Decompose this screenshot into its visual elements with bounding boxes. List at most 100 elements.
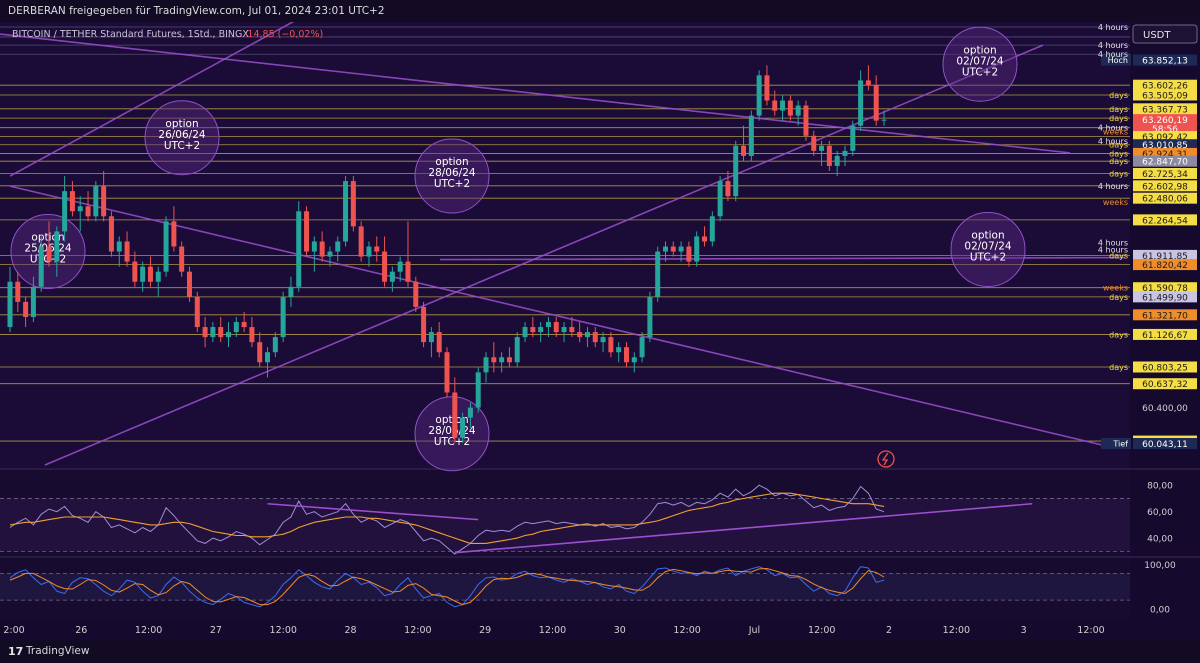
price-label-box [1133,291,1197,303]
level-tag: 4 hours [1098,41,1128,50]
option-label: option [435,156,468,168]
time-tick: 30 [614,625,626,636]
time-tick: 12:00 [404,625,431,636]
price-label-box [1133,309,1197,321]
candle-body [233,322,239,333]
candle-body [725,181,731,197]
candle-body [319,241,325,257]
candle-body [538,327,544,333]
price-label-box [1133,328,1197,340]
candle-body [803,105,809,136]
price-label-box [1133,192,1197,204]
price-label: 61.321,70 [1142,311,1188,321]
extreme-tag-box [1101,54,1131,66]
rsi-pane[interactable] [0,470,1130,556]
candle-body [631,357,637,363]
lightning-icon[interactable] [877,450,895,468]
time-tick: 27 [210,625,222,636]
candle-body [124,241,130,262]
option-label: UTC+2 [962,66,998,78]
candlesticks [7,65,887,443]
option-circle [950,212,1026,288]
price-label-box [1133,155,1197,167]
price-label: 63.852,13 [1142,57,1188,67]
candle-body [296,211,302,287]
candle-body [577,332,583,338]
candle-body [147,266,153,282]
price-label-box [1133,114,1197,135]
candle-body [608,337,614,353]
candle-body [171,221,177,247]
candle-body [772,100,778,111]
option-label: UTC+2 [970,252,1006,264]
level-tag: days [1109,293,1128,302]
candle-body [194,296,200,328]
price-label-box [1133,139,1197,151]
lightning-glyph [881,452,889,466]
candle-body [850,125,856,151]
price-label-box [1133,249,1197,261]
candle-body [561,327,567,333]
candle-body [358,226,364,257]
candle-body [702,236,708,242]
attribution-text: DERBERAN freigegeben für TradingView.com… [8,5,385,17]
level-tag: 4 hours [1098,238,1128,247]
price-label: 61.126,67 [1142,331,1188,341]
price-chart[interactable]: option25/06/24UTC+2option26/06/24UTC+2op… [0,22,1200,640]
candle-body [155,271,161,282]
candle-body [343,181,349,242]
candle-body [7,281,13,328]
time-axis: 2:00 26 12:00 27 12:00 28 12:00 29 12:00 30 12:00 J… [3,625,1104,636]
currency-button[interactable] [1132,24,1198,44]
price-scale-labels: 64.081,5063.852,13Hoch63.602,2663.505,09… [1098,23,1197,450]
level-tag: days [1109,169,1128,178]
price-label: 61.820,42 [1142,261,1188,271]
candle-body [569,327,575,333]
price-label-box [1133,282,1197,294]
candle-body [186,271,192,297]
candle-body [499,357,505,363]
level-tag: days [1109,251,1128,260]
price-label: 63.260,19 [1142,116,1188,126]
level-tag: weeks [1103,198,1128,207]
candle-body [506,357,512,363]
stoch-pane[interactable] [0,558,1130,620]
candle-body [30,286,36,317]
candle-body [77,206,83,212]
symbol-legend: BITCOIN / TETHER Standard Futures, 1Std.… [12,29,249,40]
stoch-tick: 0,00 [1150,606,1170,616]
option-label: option [971,230,1004,242]
rsi-trend-line [454,502,1033,554]
option-label: 02/07/24 [964,241,1011,253]
price-label-box [1133,167,1197,179]
time-tick: 12:00 [539,625,566,636]
price-label: 62.847,70 [1142,158,1188,168]
time-tick: Jul [748,625,760,636]
candle-body [101,186,107,217]
candle-body [600,337,606,343]
level-tag: Tief [1112,440,1128,449]
level-tag: days [1109,91,1128,100]
candle-body [132,261,138,282]
candle-body [865,80,871,86]
candle-body [709,216,715,242]
price-label-box [1133,378,1197,390]
candle-body [663,246,668,252]
rsi-indicator: 80,00 60,00 40,00 [0,482,1173,555]
candle-body [280,296,286,338]
candle-body [405,261,411,282]
option-label: 02/07/24 [956,55,1003,67]
candle-body [382,251,388,282]
candle-body [397,261,403,272]
price-label-box [1133,214,1197,226]
price-label: 61.911,85 [1142,252,1188,262]
candle-body [226,332,231,338]
level-tag: 4 hours [1098,23,1128,32]
level-tag: days [1109,149,1128,158]
candle-body [553,322,559,333]
candle-body [15,281,21,302]
price-label: 62.725,34 [1142,170,1188,180]
candle-body [475,372,481,408]
level-tag: Hoch [1108,56,1128,65]
price-label-box [1133,180,1197,192]
